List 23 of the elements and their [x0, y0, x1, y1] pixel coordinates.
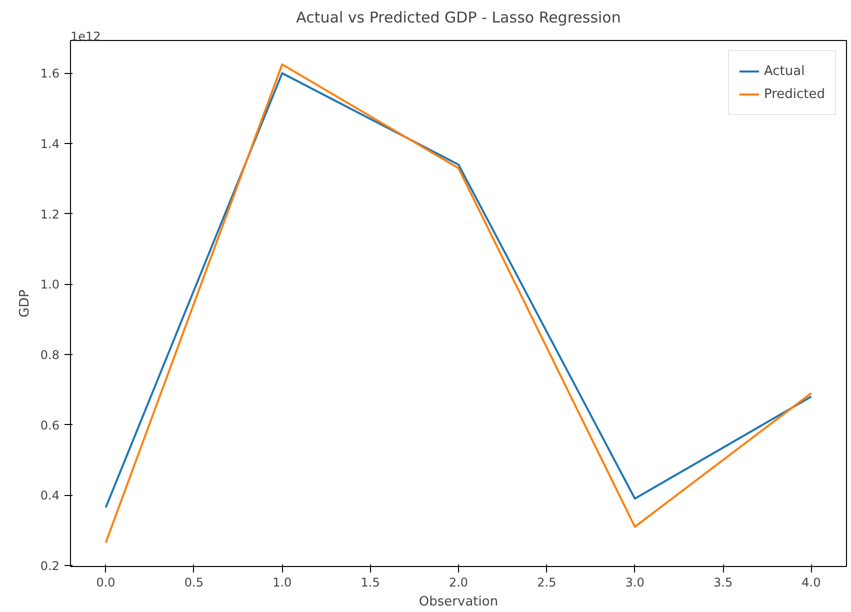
- x-tick-label: 3.5: [714, 576, 733, 590]
- x-tick-label: 3.0: [625, 576, 644, 590]
- legend-label: Predicted: [764, 86, 825, 102]
- x-tick-label: 0.5: [184, 576, 204, 590]
- annotation: 1e12: [70, 30, 101, 44]
- x-tick-label: 1.0: [272, 576, 292, 590]
- y-tick-label: 0.6: [40, 418, 60, 432]
- y-tick-label: 1.6: [40, 66, 60, 81]
- legend-label: Actual: [764, 64, 805, 78]
- y-tick-label: 0.4: [40, 488, 60, 503]
- x-tick-label: 2.0: [448, 576, 468, 590]
- y-tick-label: 0.2: [40, 558, 60, 573]
- y-tick-label: 1.0: [40, 278, 60, 292]
- y-tick-label: 1.4: [40, 137, 60, 152]
- x-axis-title: Observation: [418, 594, 498, 610]
- chart-title: Actual vs Predicted GDP - Lasso Regression: [296, 8, 621, 26]
- x-tick-label: 1.5: [360, 576, 380, 590]
- x-tick-label: 2.5: [537, 576, 556, 590]
- x-tick-label: 0.0: [96, 576, 116, 590]
- y-tick-label: 1.2: [40, 207, 60, 222]
- x-tick-label: 4.0: [802, 576, 821, 590]
- y-axis-title: GDP: [17, 289, 32, 318]
- y-tick-label: 0.8: [40, 348, 60, 362]
